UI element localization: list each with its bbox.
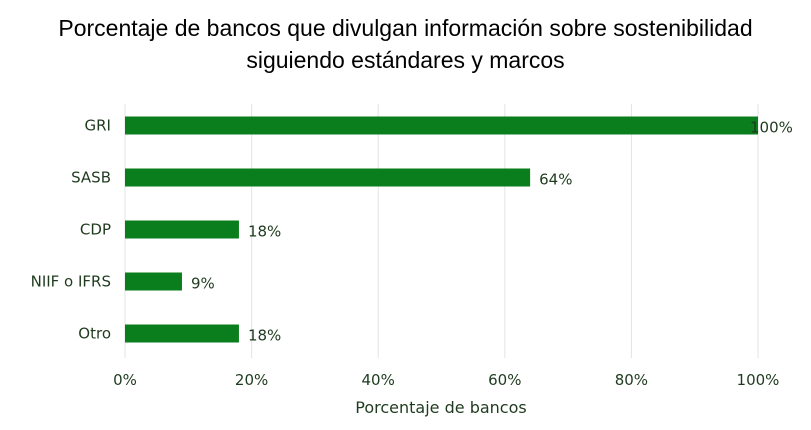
chart-title: Porcentaje de bancos que divulgan inform… [0, 12, 811, 76]
data-label: 100% [750, 119, 793, 137]
category-label: NIIF o IFRS [31, 273, 111, 291]
bar [125, 324, 239, 343]
category-label: Otro [78, 325, 111, 343]
category-label: GRI [85, 117, 111, 135]
value-labels: 100% 64% 18% 9% 18% [191, 119, 793, 345]
x-tick-label: 0% [113, 371, 137, 389]
x-tick-label: 40% [362, 371, 395, 389]
bars [125, 116, 758, 343]
x-axis-title: Porcentaje de bancos [355, 398, 526, 417]
x-tick-label: 80% [615, 371, 648, 389]
bar [125, 272, 182, 291]
chart-title-line-2: siguiendo estándares y marcos [246, 47, 565, 73]
x-tick-labels: 0% 20% 40% 60% 80% 100% [113, 371, 779, 389]
x-tick-label: 60% [488, 371, 521, 389]
x-tick-label: 100% [737, 371, 780, 389]
category-labels: GRI SASB CDP NIIF o IFRS Otro [31, 117, 111, 343]
category-label: CDP [80, 221, 111, 239]
bar [125, 116, 758, 135]
chart-title-line-1: Porcentaje de bancos que divulgan inform… [58, 15, 753, 41]
data-label: 18% [248, 223, 281, 241]
data-label: 64% [539, 171, 572, 189]
data-label: 18% [248, 327, 281, 345]
bar [125, 220, 239, 239]
bar [125, 168, 531, 187]
x-tick-label: 20% [235, 371, 268, 389]
data-label: 9% [191, 275, 215, 293]
category-label: SASB [71, 169, 111, 187]
